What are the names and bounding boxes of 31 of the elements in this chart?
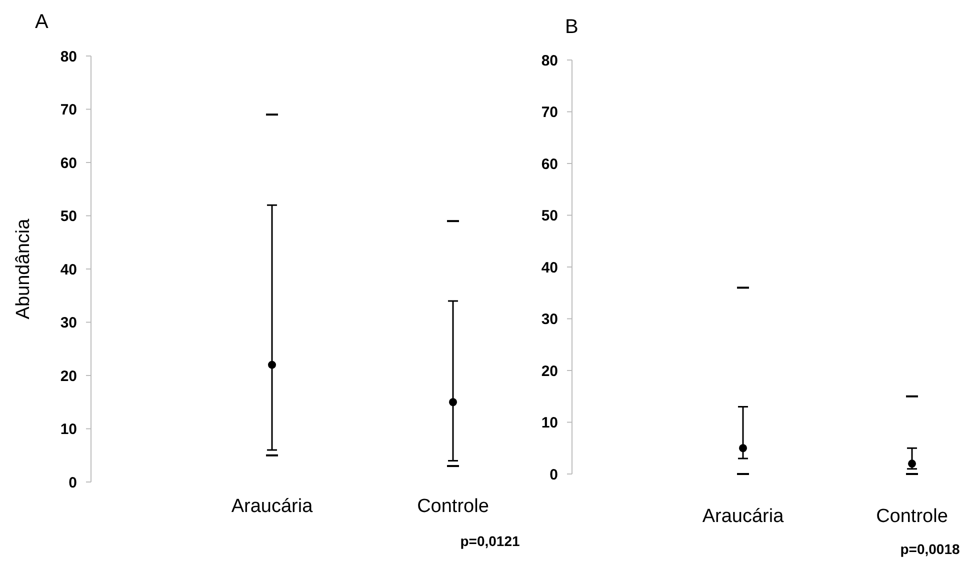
y-tick-label: 0 — [68, 474, 77, 492]
y-tick-label: 20 — [60, 368, 77, 385]
y-tick-label: 80 — [60, 48, 77, 66]
point — [908, 460, 916, 468]
y-tick-label: 60 — [60, 154, 77, 172]
y-tick-label: 70 — [541, 104, 558, 121]
y-tick-label: 10 — [60, 421, 77, 438]
point — [268, 360, 276, 369]
y-tick-label: 50 — [541, 208, 558, 224]
point — [449, 398, 457, 406]
y-tick-label: 40 — [541, 259, 558, 276]
x-tick-label: Controle — [417, 496, 489, 517]
chart-title: B — [565, 16, 578, 38]
x-tick-label: Controle — [876, 506, 948, 527]
y-tick-label: 40 — [60, 261, 77, 278]
x-tick-label: Araucária — [702, 506, 784, 527]
text: p=0,0018 — [900, 541, 960, 557]
chart-title: A — [35, 11, 49, 33]
y-tick-label: 10 — [541, 414, 558, 432]
y-tick-label: 60 — [541, 156, 558, 173]
x-tick-label: Araucária — [231, 496, 314, 517]
y-tick-label: 20 — [541, 362, 558, 380]
y-tick-label: 0 — [550, 466, 558, 484]
y-tick-label: 70 — [60, 102, 77, 118]
y-tick-label: 30 — [60, 314, 77, 332]
point — [739, 444, 747, 452]
y-tick-label: 80 — [541, 52, 558, 70]
y-tick-label: 50 — [60, 208, 77, 225]
y-tick-label: 30 — [541, 311, 558, 328]
text: p=0,0121 — [460, 533, 520, 549]
y-axis-title: Abundância — [13, 218, 34, 320]
